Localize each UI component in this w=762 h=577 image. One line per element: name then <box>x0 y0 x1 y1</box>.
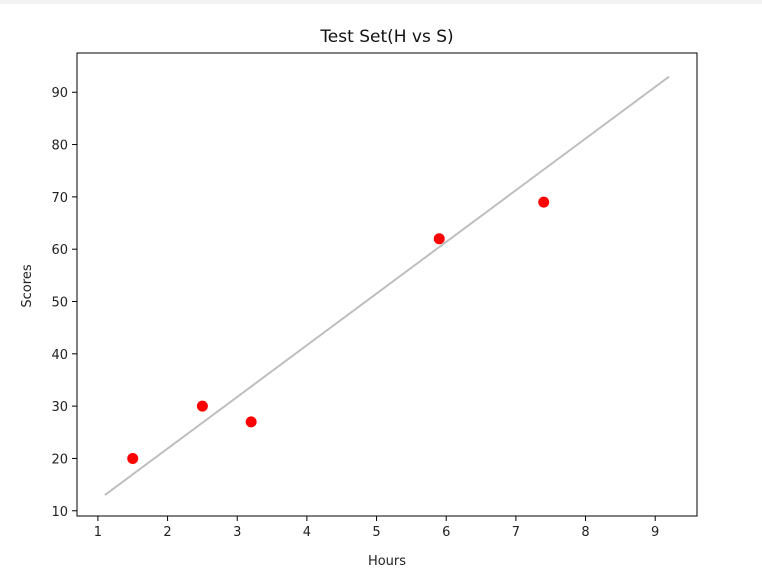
x-tick-label: 6 <box>442 525 450 540</box>
y-tick-label: 50 <box>51 296 68 311</box>
scatter-point <box>196 400 208 412</box>
scatter-point <box>127 452 139 464</box>
y-tick-label: 80 <box>51 139 68 154</box>
x-axis-ticks: 1 2 3 4 5 6 7 8 9 <box>94 516 659 540</box>
top-strip <box>0 0 762 4</box>
x-tick-label: 5 <box>372 525 380 540</box>
axes-frame <box>76 52 698 517</box>
y-tick-label: 30 <box>51 400 68 415</box>
y-axis-ticks: 10 20 30 40 50 60 70 80 90 <box>51 86 77 520</box>
x-tick-label: 9 <box>651 525 659 540</box>
plot-area <box>104 75 670 496</box>
y-tick-label: 70 <box>51 191 68 206</box>
x-tick-label: 1 <box>94 525 102 540</box>
x-tick-label: 7 <box>512 525 520 540</box>
y-tick-label: 60 <box>51 243 68 258</box>
scatter-point <box>433 233 445 245</box>
x-axis-label: Hours <box>368 554 406 569</box>
y-tick-label: 90 <box>51 86 68 101</box>
x-tick-label: 2 <box>163 525 171 540</box>
x-tick-label: 8 <box>581 525 589 540</box>
y-tick-label: 40 <box>51 348 68 363</box>
scatter-point <box>245 416 257 428</box>
regression-line <box>104 75 670 496</box>
y-tick-label: 10 <box>51 505 68 520</box>
chart-title: Test Set(H vs S) <box>319 27 453 47</box>
y-tick-label: 20 <box>51 452 68 467</box>
scatter-point <box>538 196 550 208</box>
y-axis-label: Scores <box>20 264 35 307</box>
x-tick-label: 4 <box>303 525 311 540</box>
x-tick-label: 3 <box>233 525 241 540</box>
